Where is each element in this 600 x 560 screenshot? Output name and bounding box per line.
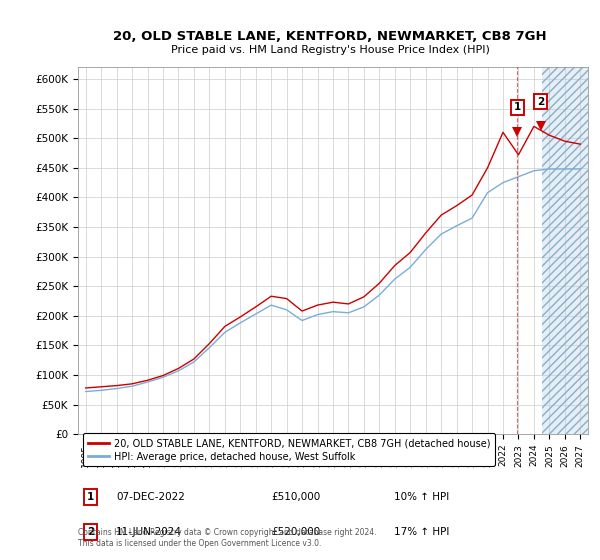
Text: Contains HM Land Registry data © Crown copyright and database right 2024.
This d: Contains HM Land Registry data © Crown c… — [78, 528, 377, 548]
Text: £510,000: £510,000 — [272, 492, 321, 502]
Text: 1: 1 — [514, 102, 521, 113]
Text: 11-JUN-2024: 11-JUN-2024 — [116, 526, 182, 536]
Bar — [542, 67, 588, 434]
Text: 1: 1 — [87, 492, 94, 502]
Legend: 20, OLD STABLE LANE, KENTFORD, NEWMARKET, CB8 7GH (detached house), HPI: Average: 20, OLD STABLE LANE, KENTFORD, NEWMARKET… — [83, 433, 496, 466]
Text: Price paid vs. HM Land Registry's House Price Index (HPI): Price paid vs. HM Land Registry's House … — [170, 45, 490, 55]
Text: 20, OLD STABLE LANE, KENTFORD, NEWMARKET, CB8 7GH: 20, OLD STABLE LANE, KENTFORD, NEWMARKET… — [113, 30, 547, 43]
Bar — [542, 67, 588, 434]
Text: 17% ↑ HPI: 17% ↑ HPI — [394, 526, 449, 536]
Text: 2: 2 — [87, 526, 94, 536]
Text: £520,000: £520,000 — [272, 526, 321, 536]
Text: 2: 2 — [537, 96, 544, 106]
Text: 10% ↑ HPI: 10% ↑ HPI — [394, 492, 449, 502]
Text: 07-DEC-2022: 07-DEC-2022 — [116, 492, 185, 502]
